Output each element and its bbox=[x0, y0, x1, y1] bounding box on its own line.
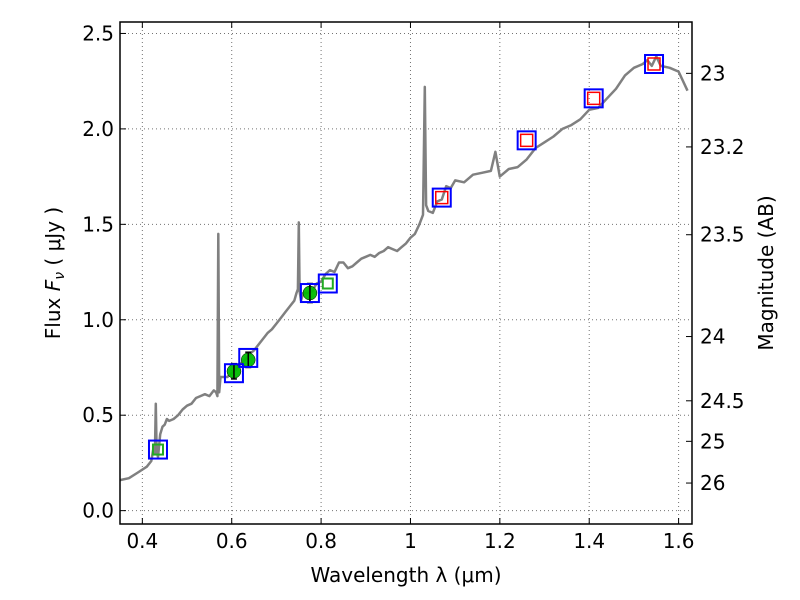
y2-tick-label: 23.5 bbox=[700, 223, 745, 247]
model-box bbox=[583, 88, 604, 109]
y2-tick-label: 26 bbox=[700, 471, 725, 495]
x-tick-label: 1.4 bbox=[573, 529, 605, 553]
upper-limit-marker bbox=[435, 190, 449, 205]
y2-axis-label: Magnitude (AB) bbox=[754, 195, 778, 350]
spectrum-line bbox=[119, 55, 689, 482]
model-box bbox=[147, 439, 168, 460]
y2-tick-label: 25 bbox=[700, 429, 725, 453]
x-tick-label: 0.6 bbox=[216, 529, 248, 553]
spectrum-layer bbox=[119, 55, 689, 482]
x-tick-label: 0.4 bbox=[126, 529, 158, 553]
y-tick-label: 2.0 bbox=[82, 117, 114, 141]
x-tick-label: 1.6 bbox=[663, 529, 695, 553]
y-axis-label: Flux Fν ( μJy ) bbox=[41, 207, 68, 339]
lower-limit-marker bbox=[321, 277, 334, 290]
lower-limit-marker bbox=[151, 443, 164, 456]
upper-limit-marker bbox=[647, 57, 661, 71]
model-box bbox=[644, 53, 665, 74]
upper-limit-marker bbox=[586, 91, 601, 106]
y-tick-label: 0.0 bbox=[82, 499, 114, 523]
x-tick-label: 0.8 bbox=[305, 529, 337, 553]
model-box bbox=[238, 347, 259, 368]
plot-frame bbox=[119, 21, 693, 525]
y2-tick-label: 24.5 bbox=[700, 389, 745, 413]
model-box bbox=[317, 273, 338, 294]
y2-tick-label: 24 bbox=[700, 325, 725, 349]
y-tick-label: 1.5 bbox=[82, 212, 114, 236]
y2-tick-label: 23 bbox=[700, 61, 725, 85]
model-box bbox=[223, 363, 244, 384]
upper-limit-marker bbox=[519, 133, 534, 148]
model-box bbox=[431, 187, 452, 208]
y2-tick-label: 23.2 bbox=[700, 135, 745, 159]
x-tick-label: 1 bbox=[404, 529, 417, 553]
y-tick-label: 2.5 bbox=[82, 21, 114, 45]
grid bbox=[120, 22, 692, 524]
tick-layer: 0.4 0.6 0.8 1 1.2 1.4 1.6 0.0 0.5 1.0 1.5 2.0 2.5 23 2… bbox=[82, 21, 744, 553]
x-tick-label: 1.2 bbox=[484, 529, 516, 553]
y-tick-label: 1.0 bbox=[82, 308, 114, 332]
model-box bbox=[516, 130, 537, 151]
marker-layer bbox=[147, 53, 665, 460]
y-tick-label: 0.5 bbox=[82, 403, 114, 427]
x-axis-label: Wavelength λ (μm) bbox=[310, 563, 501, 587]
